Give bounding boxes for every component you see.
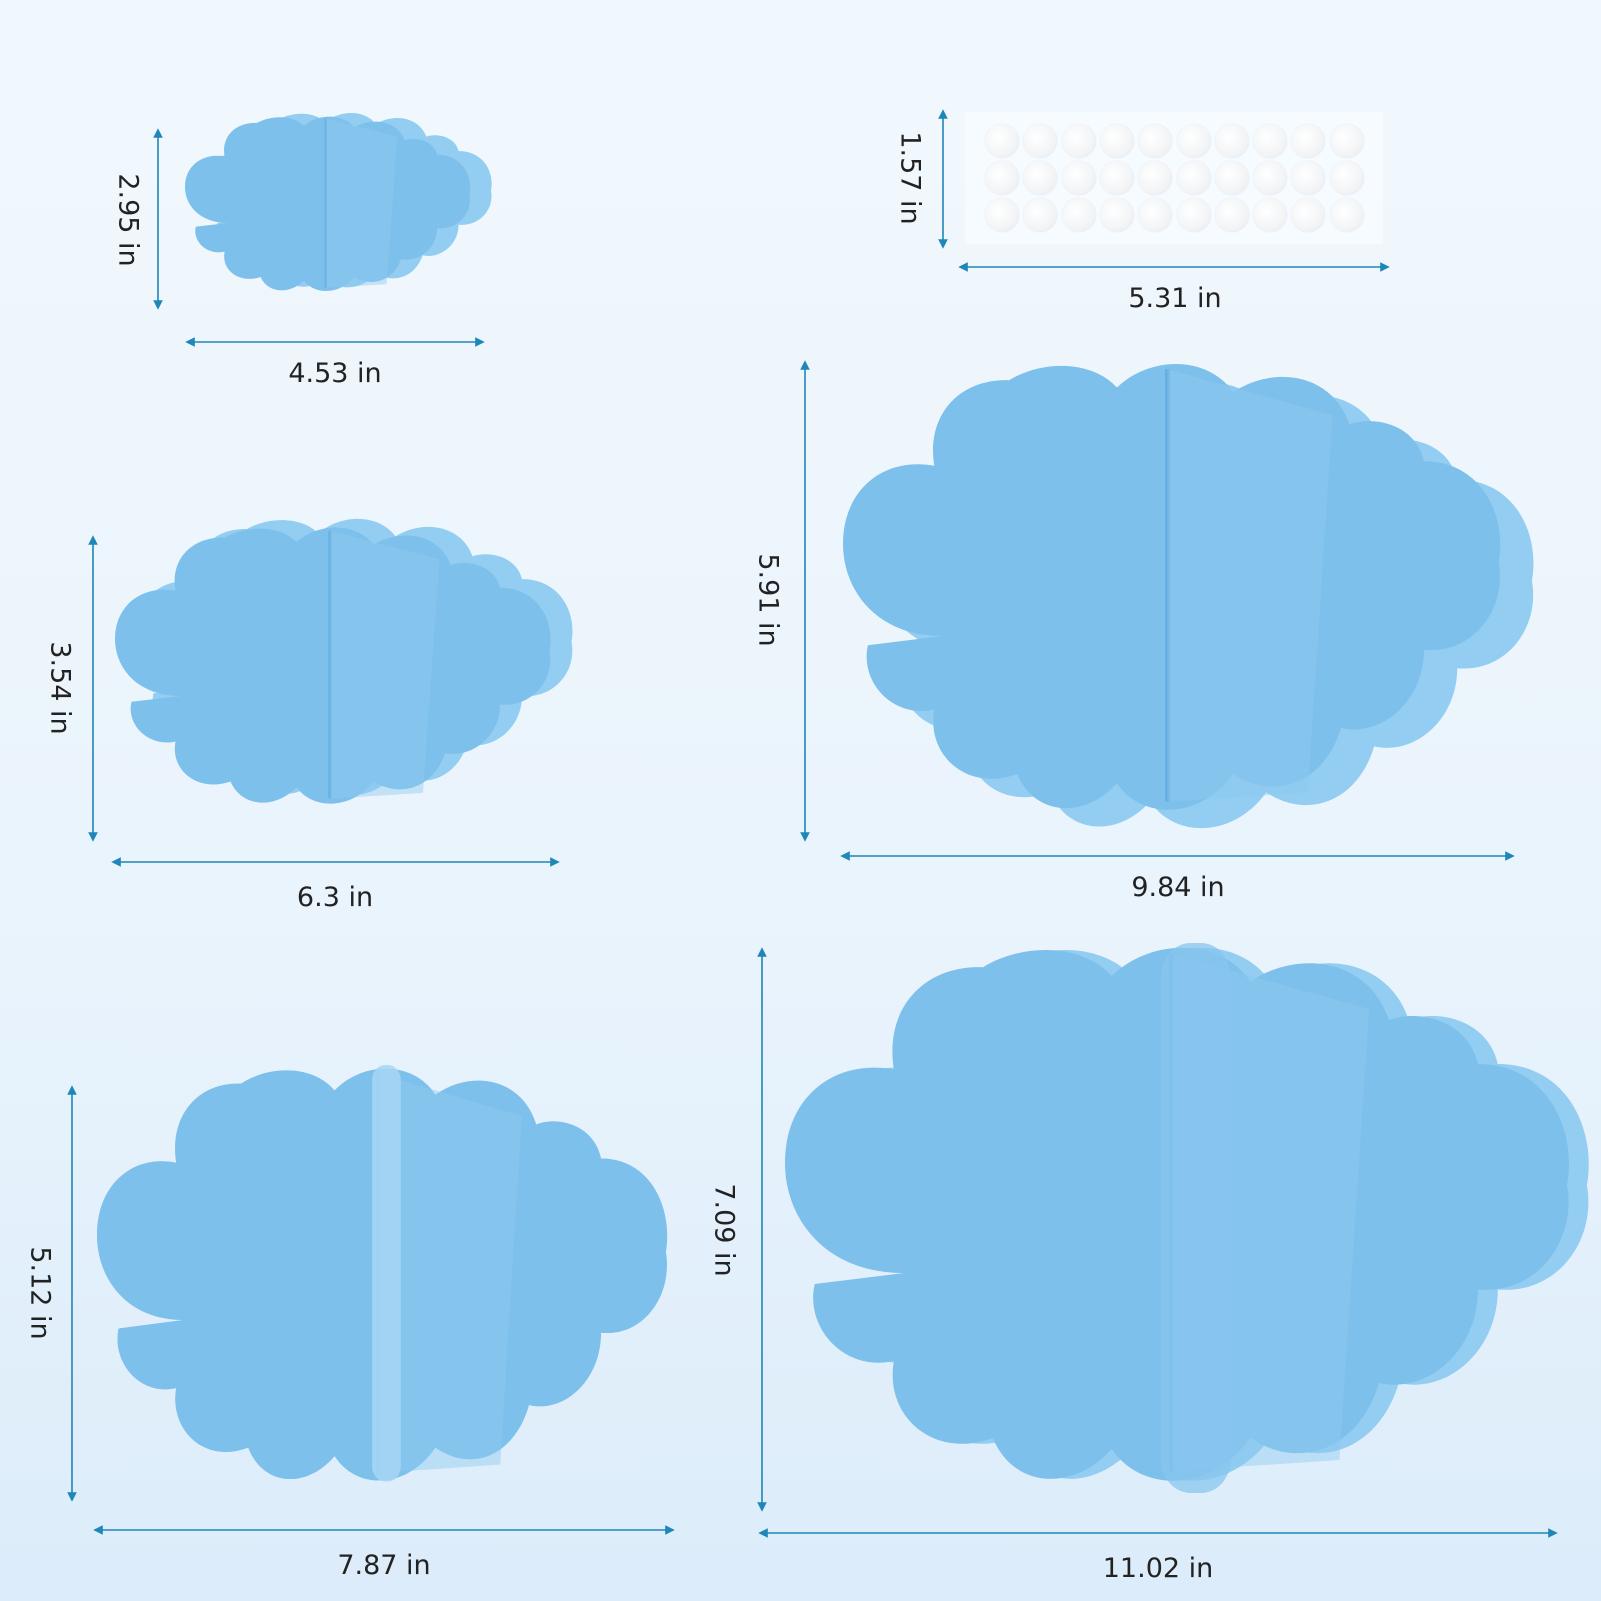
cloud-m-width-label: 7.87 in xyxy=(337,1550,431,1581)
adhesive-dot xyxy=(1329,161,1364,195)
adhesive-dot xyxy=(1214,198,1249,232)
adhesive-dot xyxy=(1291,124,1326,158)
adhesive-dot xyxy=(1099,198,1134,232)
adhesive-dot xyxy=(1176,124,1211,158)
cloud-m-height-label: 5.12 in xyxy=(24,1246,56,1340)
adhesive-dot xyxy=(1253,161,1288,195)
adhesive-dot xyxy=(1138,198,1173,232)
adhesive-dot xyxy=(1214,124,1249,158)
adhesive-dot xyxy=(1329,124,1364,158)
adhesive-dot xyxy=(1023,198,1058,232)
adhesive-dot xyxy=(1099,124,1134,158)
adhesive-dot xyxy=(1061,124,1096,158)
cloud-s-height-label: 3.54 in xyxy=(44,641,76,735)
adhesive-dot xyxy=(1138,124,1173,158)
adhesive-dot xyxy=(1176,161,1211,195)
adhesive-dot xyxy=(1176,198,1211,232)
adhesive-dot xyxy=(1214,161,1249,195)
adhesive-dots-width-label: 5.31 in xyxy=(1128,283,1222,314)
cloud-xs-width-label: 4.53 in xyxy=(288,358,382,389)
adhesive-dot xyxy=(1291,198,1326,232)
cloud-l-width-label: 9.84 in xyxy=(1131,872,1225,903)
cloud-xs-height-label: 2.95 in xyxy=(112,173,144,267)
adhesive-dot xyxy=(1023,161,1058,195)
adhesive-dots-height-label: 1.57 in xyxy=(894,131,926,225)
adhesive-dot xyxy=(1023,124,1058,158)
cloud-xl-width-label: 11.02 in xyxy=(1102,1553,1214,1584)
cloud-l-height-label: 5.91 in xyxy=(752,553,784,647)
adhesive-dot xyxy=(1329,198,1364,232)
adhesive-dot xyxy=(985,124,1019,158)
adhesive-dot xyxy=(1061,198,1096,232)
adhesive-dot xyxy=(1061,161,1096,195)
adhesive-dot xyxy=(1253,124,1288,158)
adhesive-dot xyxy=(1253,198,1288,232)
cloud-xl-height-label: 7.09 in xyxy=(708,1183,740,1277)
adhesive-dot xyxy=(985,198,1019,232)
adhesive-dot xyxy=(1291,161,1326,195)
cloud-s-width-label: 6.3 in xyxy=(296,882,374,913)
adhesive-dot xyxy=(985,161,1019,195)
adhesive-dot xyxy=(1099,161,1134,195)
adhesive-dot xyxy=(1138,161,1173,195)
adhesive-dots-sheet xyxy=(965,112,1383,244)
